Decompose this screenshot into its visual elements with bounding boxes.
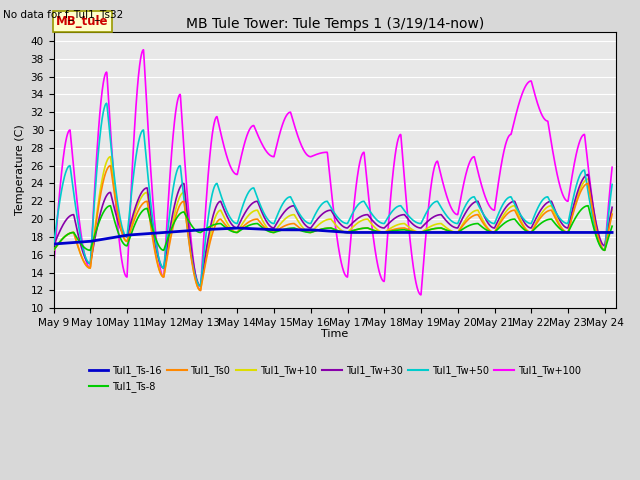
Text: MB_tule: MB_tule xyxy=(56,15,109,28)
Y-axis label: Temperature (C): Temperature (C) xyxy=(15,125,25,216)
X-axis label: Time: Time xyxy=(321,329,348,339)
Legend: Tul1_Ts-16, Tul1_Ts-8, Tul1_Ts0, Tul1_Tw+10, Tul1_Tw+30, Tul1_Tw+50, Tul1_Tw+100: Tul1_Ts-16, Tul1_Ts-8, Tul1_Ts0, Tul1_Tw… xyxy=(84,361,585,396)
Title: MB Tule Tower: Tule Temps 1 (3/19/14-now): MB Tule Tower: Tule Temps 1 (3/19/14-now… xyxy=(186,17,484,31)
Text: No data for f_Tul1_Ts32: No data for f_Tul1_Ts32 xyxy=(3,9,124,20)
